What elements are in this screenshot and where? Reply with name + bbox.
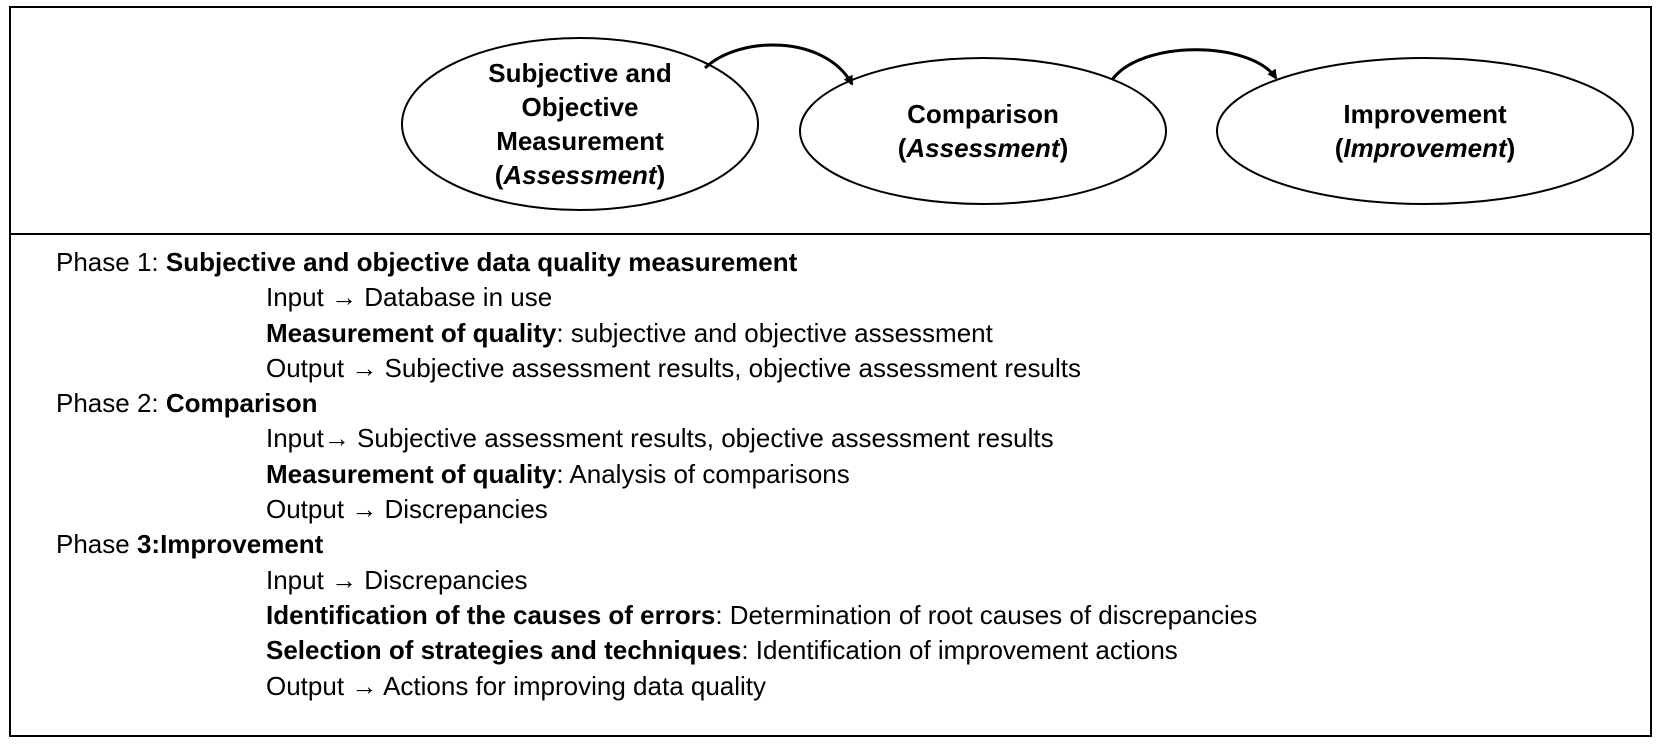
phase-2-output: Output → Discrepancies [266,494,548,525]
phase-3-causes: Identification of the causes of errors: … [266,599,1258,630]
comparison-ellipse [799,57,1167,205]
phase-2-input: Input→ Subjective assessment results, ob… [266,423,1054,454]
phase-1-input: Input → Database in use [266,282,553,313]
comparison-node-label: Comparison (Assessment) [897,99,1069,163]
measurement-node-label: Subjective and Objective Measurement (As… [488,58,672,190]
process-flow-diagram [401,37,1634,211]
phase-2-heading: Phase 2: Comparison [56,388,318,419]
arrow-comparison-to-improvement [1110,48,1278,81]
phase-1-measurement: Measurement of quality: subjective and o… [266,317,993,348]
arrow-measurement-to-comparison [703,43,854,86]
phase-3-output: Output → Actions for improving data qual… [266,670,767,701]
section-divider [9,233,1652,235]
phase-1-output: Output → Subjective assessment results, … [266,352,1082,383]
phase-1-heading: Phase 1: Subjective and objective data q… [56,247,798,277]
phase-3-input: Input → Discrepancies [266,564,528,595]
phase-3-strategies: Selection of strategies and techniques: … [266,635,1178,666]
phase-3-heading: Phase 3:Improvement [56,529,324,560]
phase-descriptions: Phase 1: Subjective and objective data q… [56,245,1257,704]
improvement-ellipse [1216,57,1634,205]
measurement-ellipse [401,37,759,211]
improvement-node-label: Improvement (Improvement) [1334,99,1516,163]
diagram-frame [9,6,1652,737]
phase-2-measurement: Measurement of quality: Analysis of comp… [266,458,850,489]
